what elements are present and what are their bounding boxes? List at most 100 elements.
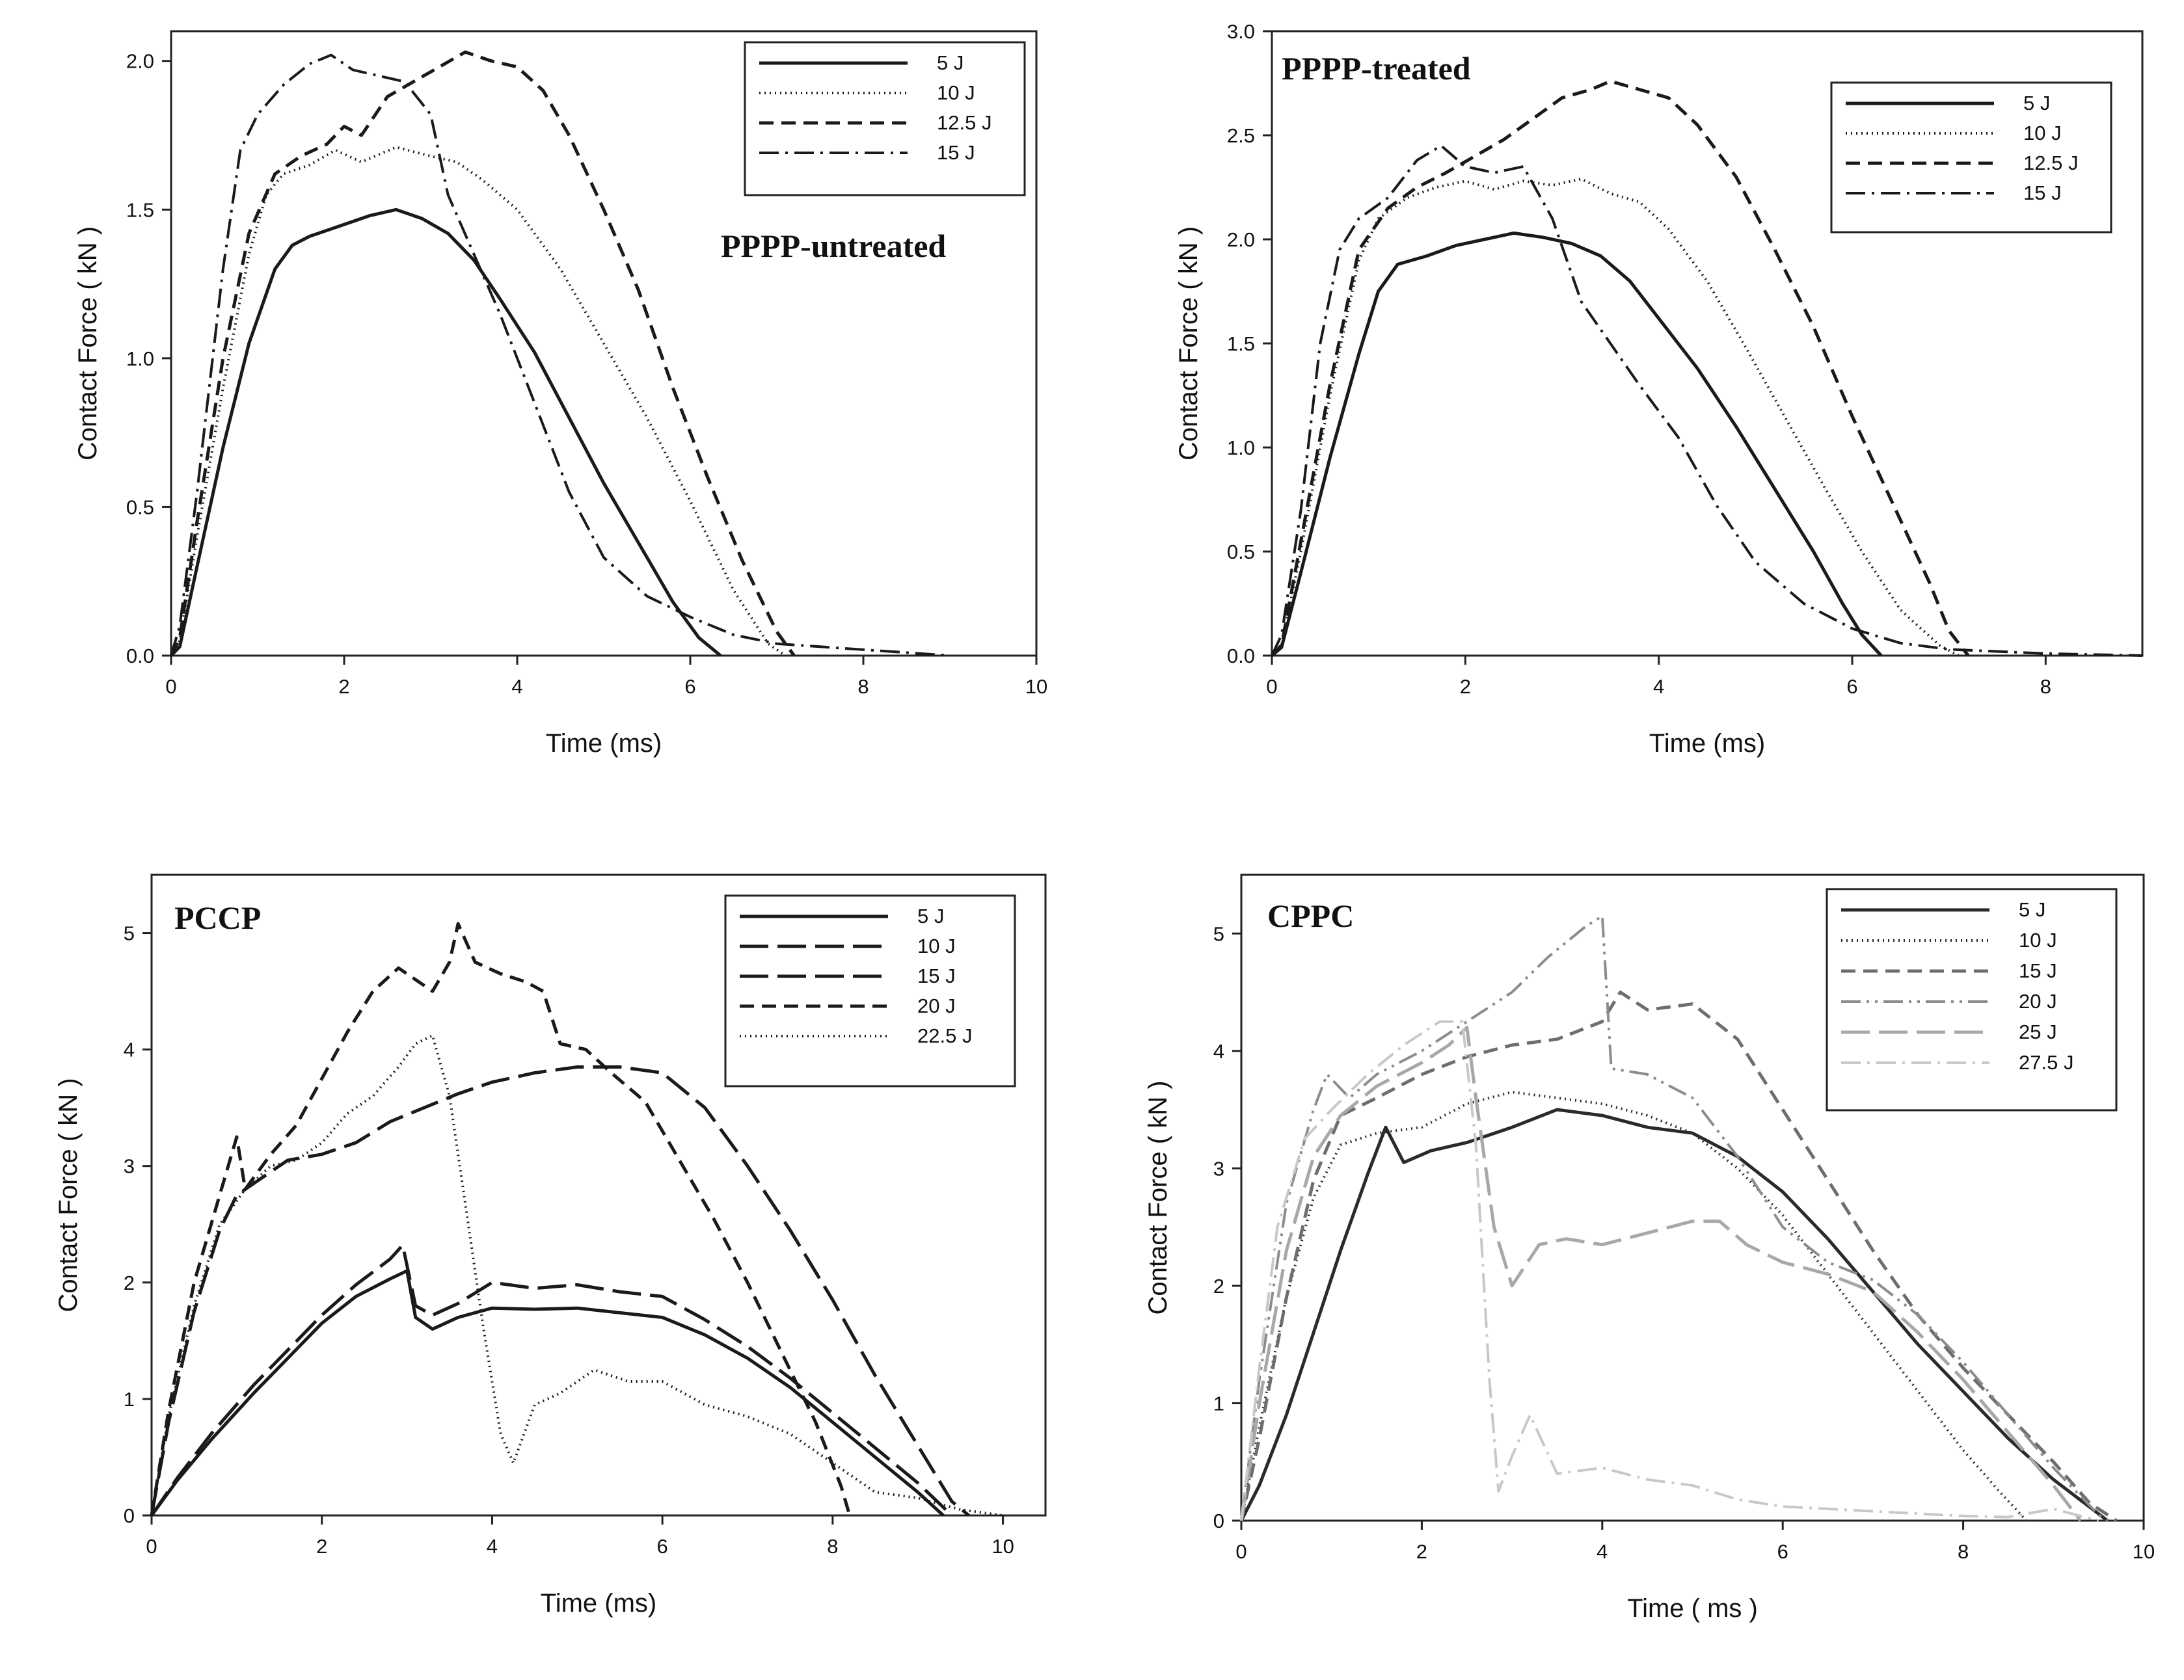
- series-line-5j: [170, 207, 722, 657]
- panel-title: PCCP: [174, 900, 261, 936]
- legend-label: 25 J: [2019, 1020, 2057, 1043]
- y-tick-label: 4: [124, 1039, 135, 1061]
- series-line-10j: [1240, 1091, 2028, 1522]
- y-tick-label: 1: [1213, 1392, 1224, 1415]
- x-axis-title: Time ( ms ): [1627, 1594, 1758, 1623]
- y-tick-label: 5: [1213, 922, 1224, 945]
- y-axis-title: Contact Force ( kN ): [54, 1078, 83, 1312]
- legend-label: 20 J: [2019, 990, 2057, 1013]
- series-line-15j: [170, 53, 950, 657]
- legend-box: [1830, 81, 2112, 233]
- legend: 5 J 10 J 15 J 20 J 22.5 J: [724, 894, 1016, 1087]
- x-tick-label: 0: [146, 1535, 157, 1558]
- plot-frame: [170, 30, 1038, 657]
- series-line-15j: [150, 1065, 970, 1517]
- x-tick-label: 6: [1846, 675, 1857, 698]
- x-tick-label: 2: [338, 675, 349, 698]
- legend-label: 5 J: [2023, 92, 2050, 114]
- plot-frame: [1240, 873, 2145, 1522]
- legend-label: 10 J: [2023, 122, 2062, 144]
- series-line-12-5j: [169, 50, 796, 657]
- y-tick-label: 1.0: [1227, 436, 1255, 459]
- y-axis-title: Contact Force ( kN ): [1174, 226, 1203, 460]
- series-line-15j: [1271, 144, 2143, 657]
- series-line-5j: [150, 1269, 945, 1517]
- x-axis-title: Time (ms): [546, 729, 662, 758]
- legend-label: 15 J: [917, 965, 956, 987]
- series-line-27-5j: [1240, 1020, 2099, 1522]
- y-tick-label: 3: [124, 1155, 135, 1178]
- x-tick-label: 0: [1266, 675, 1277, 698]
- y-axis-title: Contact Force ( kN ): [74, 226, 102, 460]
- y-tick-label: 0.0: [126, 645, 154, 667]
- legend: 5 J 10 J 12.5 J 15 J: [1830, 81, 2112, 233]
- y-tick-label: 2.0: [126, 50, 154, 73]
- series-line-15j: [1239, 991, 2118, 1523]
- x-tick-label: 8: [1958, 1540, 1969, 1563]
- plot-frame: [150, 873, 1047, 1517]
- legend-label: 10 J: [2019, 929, 2057, 952]
- x-tick-label: 4: [1597, 1540, 1608, 1563]
- series-line-10j: [150, 1244, 953, 1517]
- legend-box: [744, 41, 1026, 196]
- x-tick-label: 2: [1416, 1540, 1427, 1563]
- legend: 5 J 10 J 12.5 J 15 J: [744, 41, 1026, 196]
- legend-label: 5 J: [917, 905, 944, 927]
- chart-cppc: 0 2 4 6 8 10 0 1 2 3 4 5 Time ( ms ) Contact Force ( …: [1144, 873, 2155, 1623]
- x-tick-label: 8: [2040, 675, 2051, 698]
- series-line-22-5j: [150, 1034, 1003, 1517]
- legend-label: 12.5 J: [2023, 152, 2078, 174]
- y-tick-label: 0.0: [1227, 645, 1255, 667]
- legend-label: 27.5 J: [2019, 1051, 2073, 1074]
- legend-label: 20 J: [917, 994, 956, 1017]
- y-tick-label: 0.5: [126, 496, 154, 518]
- panel-title: CPPC: [1267, 898, 1354, 934]
- x-tick-label: 8: [857, 675, 869, 698]
- y-tick-label: 2.5: [1227, 124, 1255, 147]
- y-tick-label: 1.0: [126, 347, 154, 370]
- y-axis-title: Contact Force ( kN ): [1144, 1080, 1172, 1314]
- x-tick-label: 4: [1653, 675, 1664, 698]
- legend-label: 10 J: [937, 81, 975, 104]
- y-tick-label: 3: [1213, 1157, 1224, 1180]
- x-tick-label: 0: [1235, 1540, 1247, 1563]
- y-tick-label: 0.5: [1227, 540, 1255, 563]
- legend-label: 12.5 J: [937, 111, 991, 134]
- legend-label: 5 J: [937, 51, 964, 74]
- legend-label: 22.5 J: [917, 1024, 972, 1047]
- x-axis-title: Time (ms): [1649, 729, 1765, 758]
- series-line-10j: [170, 146, 787, 657]
- x-tick-label: 2: [316, 1535, 327, 1558]
- x-tick-label: 2: [1460, 675, 1471, 698]
- y-tick-label: 2: [1213, 1275, 1224, 1298]
- series-line-12-5j: [1271, 79, 1970, 657]
- y-tick-label: 0: [1213, 1510, 1224, 1532]
- series-line-25j: [1239, 1026, 2082, 1522]
- x-axis-title: Time (ms): [541, 1589, 656, 1618]
- legend-label: 5 J: [2019, 898, 2045, 921]
- x-tick-label: 6: [684, 675, 695, 698]
- chart-pppp-untreated: 0 2 4 6 8 10 0.0 0.5 1.0 1.5 2.0 Time (ms) Contact F…: [74, 30, 1047, 758]
- series-line-5j: [1239, 1108, 2109, 1522]
- x-tick-label: 8: [827, 1535, 838, 1558]
- legend-box: [1826, 888, 2118, 1112]
- y-tick-label: 2: [124, 1272, 135, 1294]
- y-tick-label: 5: [124, 922, 135, 945]
- legend: 5 J 10 J 15 J 20 J 25 J 27.5 J: [1826, 888, 2118, 1112]
- x-tick-label: 6: [657, 1535, 668, 1558]
- y-tick-label: 3.0: [1227, 20, 1255, 43]
- x-tick-label: 10: [1025, 675, 1047, 698]
- x-tick-label: 10: [991, 1535, 1014, 1558]
- x-tick-label: 6: [1777, 1540, 1788, 1563]
- legend-label: 10 J: [917, 935, 956, 957]
- y-tick-label: 2.0: [1227, 228, 1255, 251]
- y-tick-label: 1: [124, 1388, 135, 1411]
- y-tick-label: 0: [124, 1504, 135, 1527]
- chart-pppp-treated: 0 2 4 6 8 0.0 0.5 1.0 1.5 2.0 2.5 3.0 Time (ms) Conta…: [1174, 20, 2144, 758]
- panel-title: PPPP-untreated: [721, 228, 946, 264]
- y-tick-label: 1.5: [126, 198, 154, 221]
- x-tick-label: 4: [511, 675, 522, 698]
- legend-label: 15 J: [937, 141, 975, 164]
- series-line-20j: [150, 922, 852, 1516]
